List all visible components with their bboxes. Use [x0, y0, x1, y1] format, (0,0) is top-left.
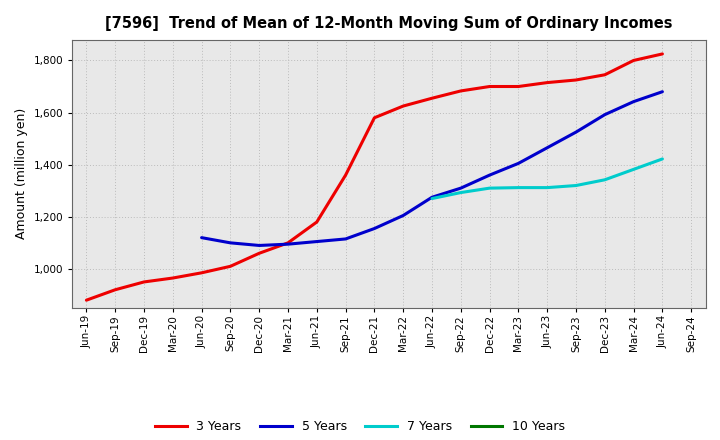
3 Years — [485, 84, 494, 89]
5 Years — [370, 226, 379, 231]
5 Years — [399, 213, 408, 218]
Legend: 3 Years, 5 Years, 7 Years, 10 Years: 3 Years, 5 Years, 7 Years, 10 Years — [150, 415, 570, 438]
3 Years — [370, 115, 379, 121]
5 Years — [456, 186, 465, 191]
Line: 3 Years: 3 Years — [86, 54, 662, 300]
3 Years — [600, 72, 609, 77]
3 Years — [82, 297, 91, 303]
3 Years — [543, 80, 552, 85]
3 Years — [140, 279, 148, 285]
5 Years — [226, 240, 235, 246]
5 Years — [485, 172, 494, 178]
5 Years — [284, 242, 292, 247]
7 Years — [485, 186, 494, 191]
5 Years — [514, 161, 523, 166]
5 Years — [658, 89, 667, 94]
7 Years — [514, 185, 523, 190]
3 Years — [168, 275, 177, 281]
5 Years — [197, 235, 206, 240]
3 Years — [341, 172, 350, 178]
7 Years — [428, 196, 436, 201]
7 Years — [600, 177, 609, 183]
3 Years — [629, 58, 638, 63]
3 Years — [312, 220, 321, 225]
Y-axis label: Amount (million yen): Amount (million yen) — [15, 108, 28, 239]
5 Years — [572, 129, 580, 135]
3 Years — [456, 88, 465, 94]
7 Years — [456, 190, 465, 195]
Title: [7596]  Trend of Mean of 12-Month Moving Sum of Ordinary Incomes: [7596] Trend of Mean of 12-Month Moving … — [105, 16, 672, 32]
7 Years — [543, 185, 552, 190]
5 Years — [255, 243, 264, 248]
3 Years — [284, 240, 292, 246]
3 Years — [514, 84, 523, 89]
Line: 5 Years: 5 Years — [202, 92, 662, 246]
3 Years — [572, 77, 580, 83]
3 Years — [197, 270, 206, 275]
7 Years — [658, 156, 667, 161]
3 Years — [658, 51, 667, 57]
5 Years — [312, 239, 321, 244]
7 Years — [572, 183, 580, 188]
3 Years — [428, 95, 436, 101]
3 Years — [226, 264, 235, 269]
3 Years — [399, 103, 408, 109]
5 Years — [543, 145, 552, 150]
3 Years — [255, 251, 264, 256]
7 Years — [629, 167, 638, 172]
5 Years — [600, 112, 609, 117]
5 Years — [428, 194, 436, 200]
5 Years — [341, 236, 350, 242]
Line: 7 Years: 7 Years — [432, 159, 662, 198]
5 Years — [629, 99, 638, 104]
3 Years — [111, 287, 120, 293]
